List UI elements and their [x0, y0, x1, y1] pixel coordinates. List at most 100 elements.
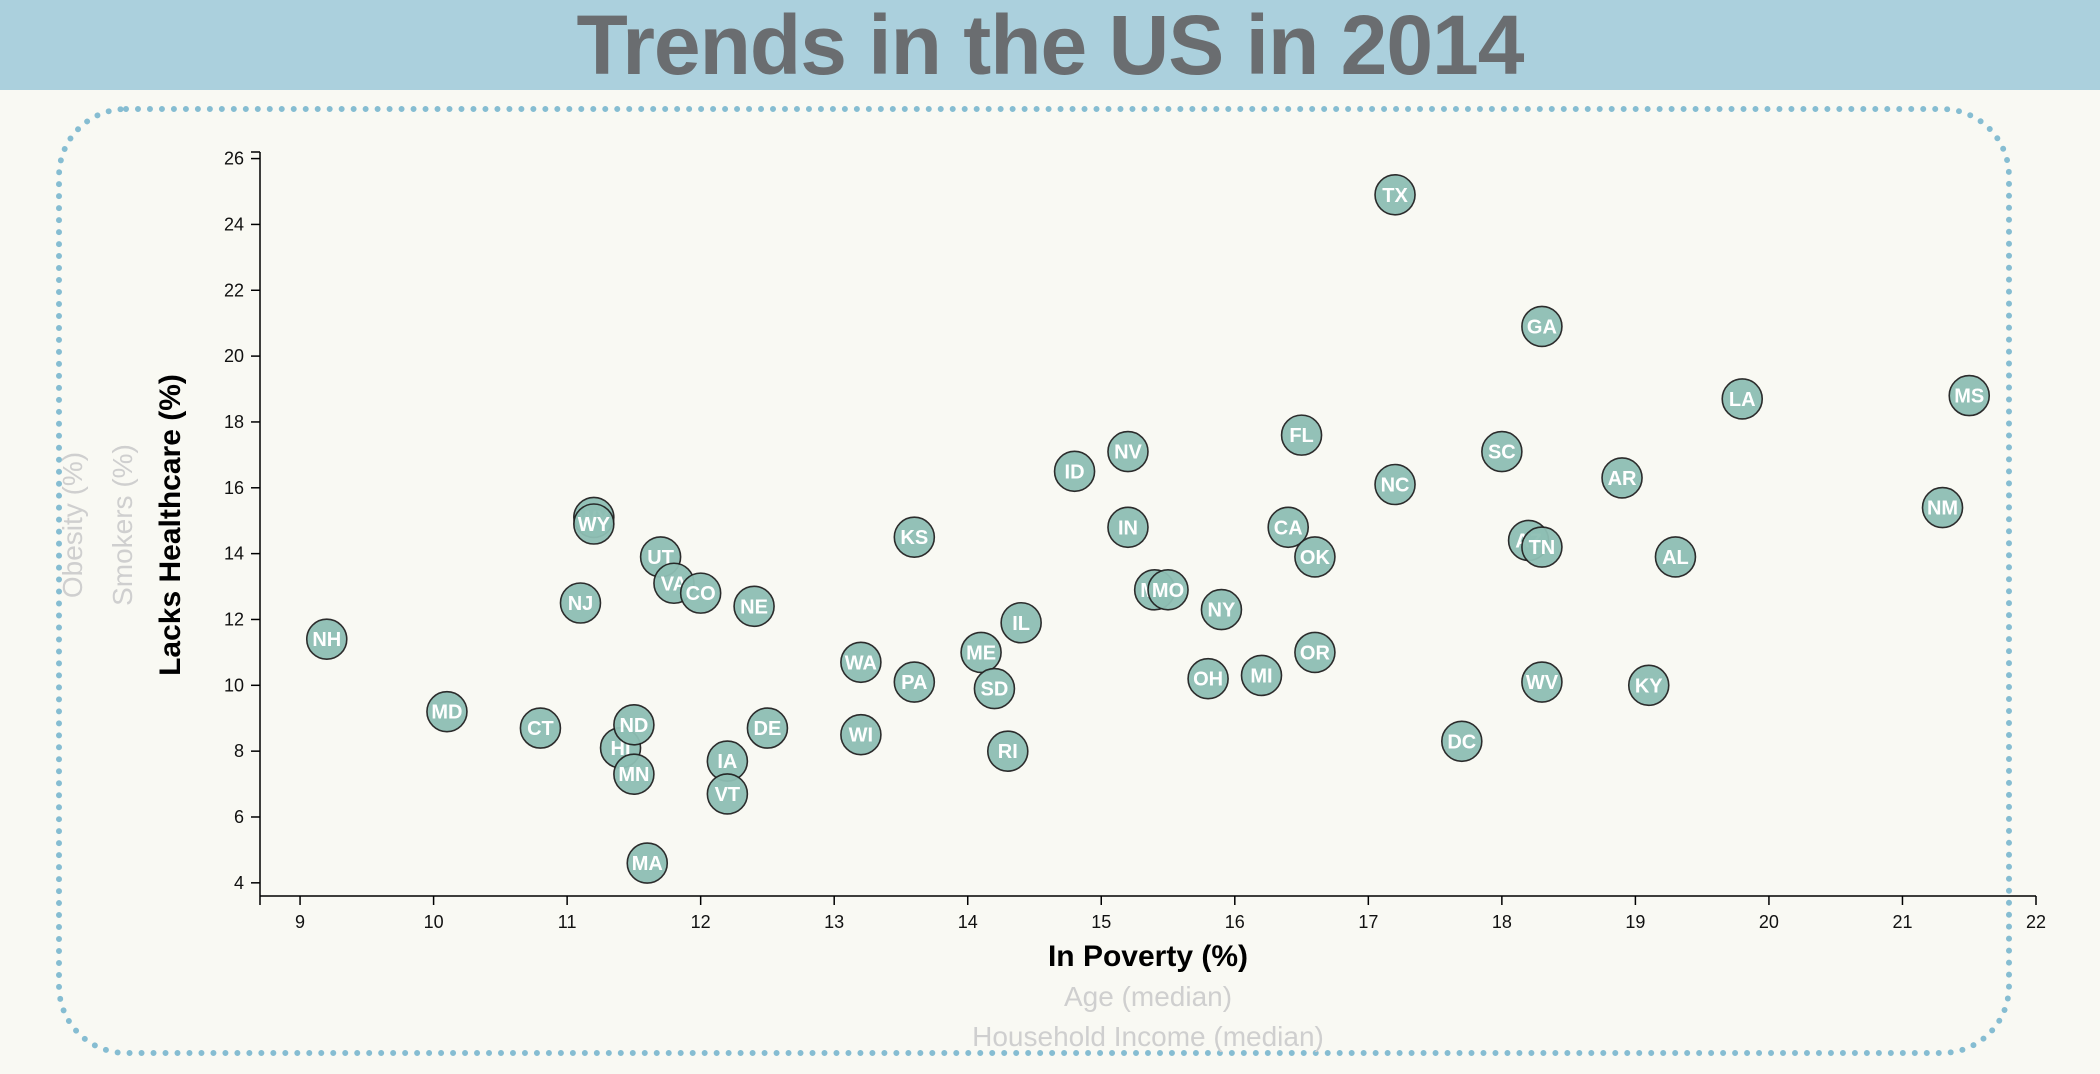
state-circle[interactable]	[1721, 378, 1764, 420]
state-circle[interactable]	[613, 704, 655, 746]
x-axis-label-option[interactable]: Age (median)	[1064, 981, 1232, 1012]
state-abbr-label: CT	[527, 718, 554, 740]
state-marker[interactable]: SC	[1481, 430, 1523, 473]
state-circle[interactable]	[1441, 720, 1483, 763]
state-circle[interactable]	[1107, 430, 1149, 473]
state-marker[interactable]: TN	[1521, 526, 1563, 568]
state-circle[interactable]	[1200, 588, 1243, 631]
state-marker[interactable]: OH	[1187, 657, 1229, 700]
state-circle[interactable]	[1187, 657, 1229, 700]
x-axis-label-option[interactable]: Household Income (median)	[972, 1021, 1324, 1052]
state-marker[interactable]: SD	[973, 667, 1016, 710]
state-circle[interactable]	[973, 667, 1016, 710]
state-circle[interactable]	[840, 713, 882, 756]
state-marker[interactable]: ID	[1053, 450, 1096, 493]
state-marker[interactable]: VT	[706, 773, 749, 815]
state-circle[interactable]	[1654, 536, 1697, 578]
state-marker[interactable]: ND	[613, 704, 655, 746]
state-circle[interactable]	[893, 661, 936, 703]
state-circle[interactable]	[1147, 569, 1189, 611]
state-marker[interactable]: AR	[1601, 457, 1643, 499]
state-circle[interactable]	[626, 842, 669, 884]
state-circle[interactable]	[733, 585, 775, 628]
x-axis-label-option[interactable]: In Poverty (%)	[1048, 940, 1248, 973]
state-circle[interactable]	[986, 730, 1029, 772]
state-circle[interactable]	[559, 582, 602, 624]
state-marker[interactable]: LA	[1721, 378, 1764, 420]
state-marker[interactable]: MS	[1948, 374, 1991, 417]
state-circle[interactable]	[1374, 463, 1416, 506]
y-tick-label: 18	[224, 412, 244, 432]
state-circle[interactable]	[746, 707, 789, 749]
state-circle[interactable]	[1240, 654, 1283, 697]
state-marker[interactable]: IA	[706, 740, 749, 782]
state-circle[interactable]	[1374, 173, 1416, 216]
state-marker[interactable]: MN	[613, 753, 655, 795]
state-marker[interactable]: GA	[1521, 305, 1563, 348]
state-marker[interactable]: CT	[519, 707, 562, 749]
state-circle[interactable]	[1627, 664, 1670, 707]
state-marker[interactable]: WV	[1521, 661, 1563, 703]
state-circle[interactable]	[1601, 457, 1643, 499]
y-tick-label: 10	[224, 675, 244, 695]
state-circle[interactable]	[1267, 506, 1310, 549]
state-marker[interactable]: CO	[679, 572, 722, 614]
state-circle[interactable]	[519, 707, 562, 749]
state-marker[interactable]: KY	[1627, 664, 1670, 707]
state-marker[interactable]: WA	[840, 641, 882, 684]
state-marker[interactable]: MI	[1240, 654, 1283, 697]
state-circle[interactable]	[426, 690, 468, 733]
state-marker[interactable]: MA	[626, 842, 669, 884]
state-marker[interactable]: MD	[426, 690, 468, 733]
state-marker[interactable]: PA	[893, 661, 936, 703]
state-circle[interactable]	[1107, 506, 1149, 549]
state-circle[interactable]	[679, 572, 722, 614]
state-circle[interactable]	[1294, 631, 1336, 674]
state-marker[interactable]: AL	[1654, 536, 1697, 578]
state-marker[interactable]: TX	[1374, 173, 1416, 216]
state-marker[interactable]: NV	[1107, 430, 1149, 473]
state-circle[interactable]	[573, 503, 615, 545]
y-axis-label-option[interactable]: Obesity (%)	[57, 452, 88, 598]
state-marker[interactable]: ME	[960, 631, 1002, 674]
state-marker[interactable]: RI	[986, 730, 1029, 772]
state-marker[interactable]: IN	[1107, 506, 1149, 549]
state-marker[interactable]: NC	[1374, 463, 1416, 506]
state-circle[interactable]	[305, 618, 348, 661]
y-axis-label-option[interactable]: Smokers (%)	[107, 444, 138, 606]
state-circle[interactable]	[1521, 526, 1563, 568]
state-marker[interactable]: FL	[1280, 414, 1323, 456]
state-marker[interactable]: NH	[305, 618, 348, 661]
state-marker[interactable]: OR	[1294, 631, 1336, 674]
state-circle[interactable]	[1521, 661, 1563, 703]
state-marker[interactable]: NE	[733, 585, 775, 628]
state-circle[interactable]	[1000, 601, 1042, 644]
state-circle[interactable]	[1053, 450, 1096, 493]
state-circle[interactable]	[1921, 486, 1964, 529]
state-marker[interactable]: MO	[1147, 569, 1189, 611]
state-marker[interactable]: DE	[746, 707, 789, 749]
state-marker[interactable]: NJ	[559, 582, 602, 624]
state-circle[interactable]	[706, 773, 749, 815]
state-circle[interactable]	[1280, 414, 1323, 456]
state-circle[interactable]	[893, 516, 936, 558]
state-circle[interactable]	[1481, 430, 1523, 473]
state-marker[interactable]: WY	[573, 503, 615, 545]
state-marker[interactable]: IL	[1000, 601, 1042, 644]
state-abbr-label: TN	[1529, 537, 1556, 559]
state-circle[interactable]	[1521, 305, 1563, 348]
state-marker[interactable]: WI	[840, 713, 882, 756]
state-marker[interactable]: DC	[1441, 720, 1483, 763]
state-circle[interactable]	[840, 641, 882, 684]
state-marker[interactable]: NY	[1200, 588, 1243, 631]
state-marker[interactable]: OK	[1294, 536, 1336, 578]
y-axis-label-option[interactable]: Lacks Healthcare (%)	[154, 374, 187, 676]
state-circle[interactable]	[960, 631, 1002, 674]
state-marker[interactable]: KS	[893, 516, 936, 558]
state-circle[interactable]	[1294, 536, 1336, 578]
state-marker[interactable]: CA	[1267, 506, 1310, 549]
state-abbr-label: OR	[1300, 642, 1331, 664]
state-marker[interactable]: NM	[1921, 486, 1964, 529]
state-circle[interactable]	[1948, 374, 1991, 417]
state-circle[interactable]	[613, 753, 655, 795]
